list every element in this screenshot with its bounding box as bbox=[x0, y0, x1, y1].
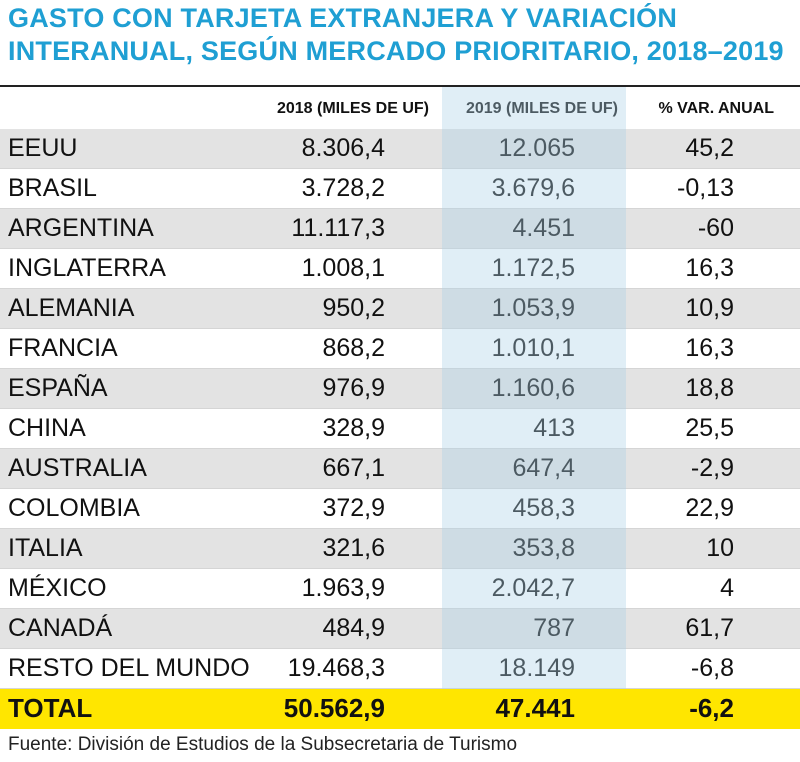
value-2019-cell: 353,8 bbox=[512, 534, 575, 562]
value-2018-cell: 868,2 bbox=[322, 334, 385, 362]
table-row: CHINA 328,9 413 25,5 bbox=[0, 409, 800, 449]
title-line-1: GASTO CON TARJETA EXTRANJERA Y VARIACIÓN bbox=[8, 3, 678, 33]
table-row: ARGENTINA 11.117,3 4.451 -60 bbox=[0, 209, 800, 249]
total-var: -6,2 bbox=[689, 693, 734, 723]
value-2018-cell: 976,9 bbox=[322, 374, 385, 402]
value-2019-cell: 647,4 bbox=[512, 454, 575, 482]
value-2019-cell: 787 bbox=[533, 614, 575, 642]
table-row: INGLATERRA 1.008,1 1.172,5 16,3 bbox=[0, 249, 800, 289]
title-line-2: INTERANUAL, SEGÚN MERCADO PRIORITARIO, 2… bbox=[8, 36, 784, 66]
value-2018-cell: 328,9 bbox=[322, 414, 385, 442]
source-note: Fuente: División de Estudios de la Subse… bbox=[8, 734, 518, 755]
country-cell: MÉXICO bbox=[8, 574, 107, 602]
table-row: ITALIA 321,6 353,8 10 bbox=[0, 529, 800, 569]
country-cell: INGLATERRA bbox=[8, 254, 166, 282]
value-2018-cell: 372,9 bbox=[322, 494, 385, 522]
var-cell: 22,9 bbox=[685, 494, 734, 522]
table-row: ALEMANIA 950,2 1.053,9 10,9 bbox=[0, 289, 800, 329]
value-2018-cell: 3.728,2 bbox=[301, 174, 385, 202]
var-cell: 10 bbox=[706, 534, 734, 562]
country-cell: ITALIA bbox=[8, 534, 83, 562]
value-2019-cell: 1.010,1 bbox=[491, 334, 575, 362]
country-cell: FRANCIA bbox=[8, 334, 118, 362]
country-cell: EEUU bbox=[8, 134, 78, 162]
value-2019-cell: 458,3 bbox=[512, 494, 575, 522]
var-cell: -60 bbox=[697, 214, 734, 242]
var-cell: 61,7 bbox=[685, 614, 734, 642]
var-cell: 45,2 bbox=[685, 134, 734, 162]
total-2019: 47.441 bbox=[495, 693, 575, 723]
value-2018-cell: 1.963,9 bbox=[301, 574, 385, 602]
value-2018-cell: 1.008,1 bbox=[301, 254, 385, 282]
value-2019-cell: 18.149 bbox=[498, 654, 575, 682]
total-label: TOTAL bbox=[8, 693, 93, 723]
table-row: BRASIL 3.728,2 3.679,6 -0,13 bbox=[0, 169, 800, 209]
header-2019: 2019 (MILES DE UF) bbox=[465, 100, 618, 117]
table-row: CANADÁ 484,9 787 61,7 bbox=[0, 609, 800, 649]
total-row: TOTAL 50.562,9 47.441 -6,2 bbox=[0, 689, 800, 729]
table-row: COLOMBIA 372,9 458,3 22,9 bbox=[0, 489, 800, 529]
var-cell: 16,3 bbox=[685, 334, 734, 362]
value-2018-cell: 8.306,4 bbox=[301, 134, 385, 162]
country-cell: AUSTRALIA bbox=[8, 454, 147, 482]
country-cell: CHINA bbox=[8, 414, 86, 442]
country-cell: RESTO DEL MUNDO bbox=[8, 654, 250, 682]
title-divider bbox=[0, 85, 800, 87]
country-cell: BRASIL bbox=[8, 174, 97, 202]
var-cell: -6,8 bbox=[690, 654, 734, 682]
table-row: ESPAÑA 976,9 1.160,6 18,8 bbox=[0, 369, 800, 409]
total-2018: 50.562,9 bbox=[283, 693, 385, 723]
value-2019-cell: 1.053,9 bbox=[491, 294, 575, 322]
header-var: % VAR. ANUAL bbox=[658, 100, 774, 117]
country-cell: ESPAÑA bbox=[8, 374, 108, 402]
table-row: FRANCIA 868,2 1.010,1 16,3 bbox=[0, 329, 800, 369]
table-row: EEUU 8.306,4 12.065 45,2 bbox=[0, 129, 800, 169]
country-cell: CANADÁ bbox=[8, 614, 113, 642]
var-cell: -0,13 bbox=[677, 174, 734, 202]
country-cell: ALEMANIA bbox=[8, 294, 135, 322]
value-2019-cell: 413 bbox=[533, 414, 575, 442]
value-2019-cell: 1.172,5 bbox=[491, 254, 575, 282]
data-table: 2018 (MILES DE UF) 2019 (MILES DE UF) % … bbox=[0, 87, 800, 689]
var-cell: 4 bbox=[720, 574, 734, 602]
value-2019-cell: 12.065 bbox=[498, 134, 575, 162]
var-cell: -2,9 bbox=[690, 454, 734, 482]
table-header: 2018 (MILES DE UF) 2019 (MILES DE UF) % … bbox=[0, 87, 800, 129]
table-body: EEUU 8.306,4 12.065 45,2 BRASIL 3.728,2 3.679,… bbox=[0, 129, 800, 689]
var-cell: 10,9 bbox=[685, 294, 734, 322]
table-row: MÉXICO 1.963,9 2.042,7 4 bbox=[0, 569, 800, 609]
country-cell: COLOMBIA bbox=[8, 494, 140, 522]
table-title: GASTO CON TARJETA EXTRANJERA Y VARIACIÓN… bbox=[8, 2, 798, 68]
var-cell: 25,5 bbox=[685, 414, 734, 442]
value-2019-cell: 1.160,6 bbox=[491, 374, 575, 402]
value-2019-cell: 2.042,7 bbox=[491, 574, 575, 602]
value-2018-cell: 11.117,3 bbox=[291, 214, 385, 242]
var-cell: 18,8 bbox=[685, 374, 734, 402]
value-2018-cell: 950,2 bbox=[322, 294, 385, 322]
country-cell: ARGENTINA bbox=[8, 214, 154, 242]
table-row: RESTO DEL MUNDO 19.468,3 18.149 -6,8 bbox=[0, 649, 800, 689]
value-2019-cell: 4.451 bbox=[512, 214, 575, 242]
value-2018-cell: 321,6 bbox=[322, 534, 385, 562]
header-2018: 2018 (MILES DE UF) bbox=[276, 100, 429, 117]
value-2018-cell: 19.468,3 bbox=[287, 654, 385, 682]
value-2019-cell: 3.679,6 bbox=[491, 174, 575, 202]
var-cell: 16,3 bbox=[685, 254, 734, 282]
table-row: AUSTRALIA 667,1 647,4 -2,9 bbox=[0, 449, 800, 489]
value-2018-cell: 484,9 bbox=[322, 614, 385, 642]
value-2018-cell: 667,1 bbox=[322, 454, 385, 482]
